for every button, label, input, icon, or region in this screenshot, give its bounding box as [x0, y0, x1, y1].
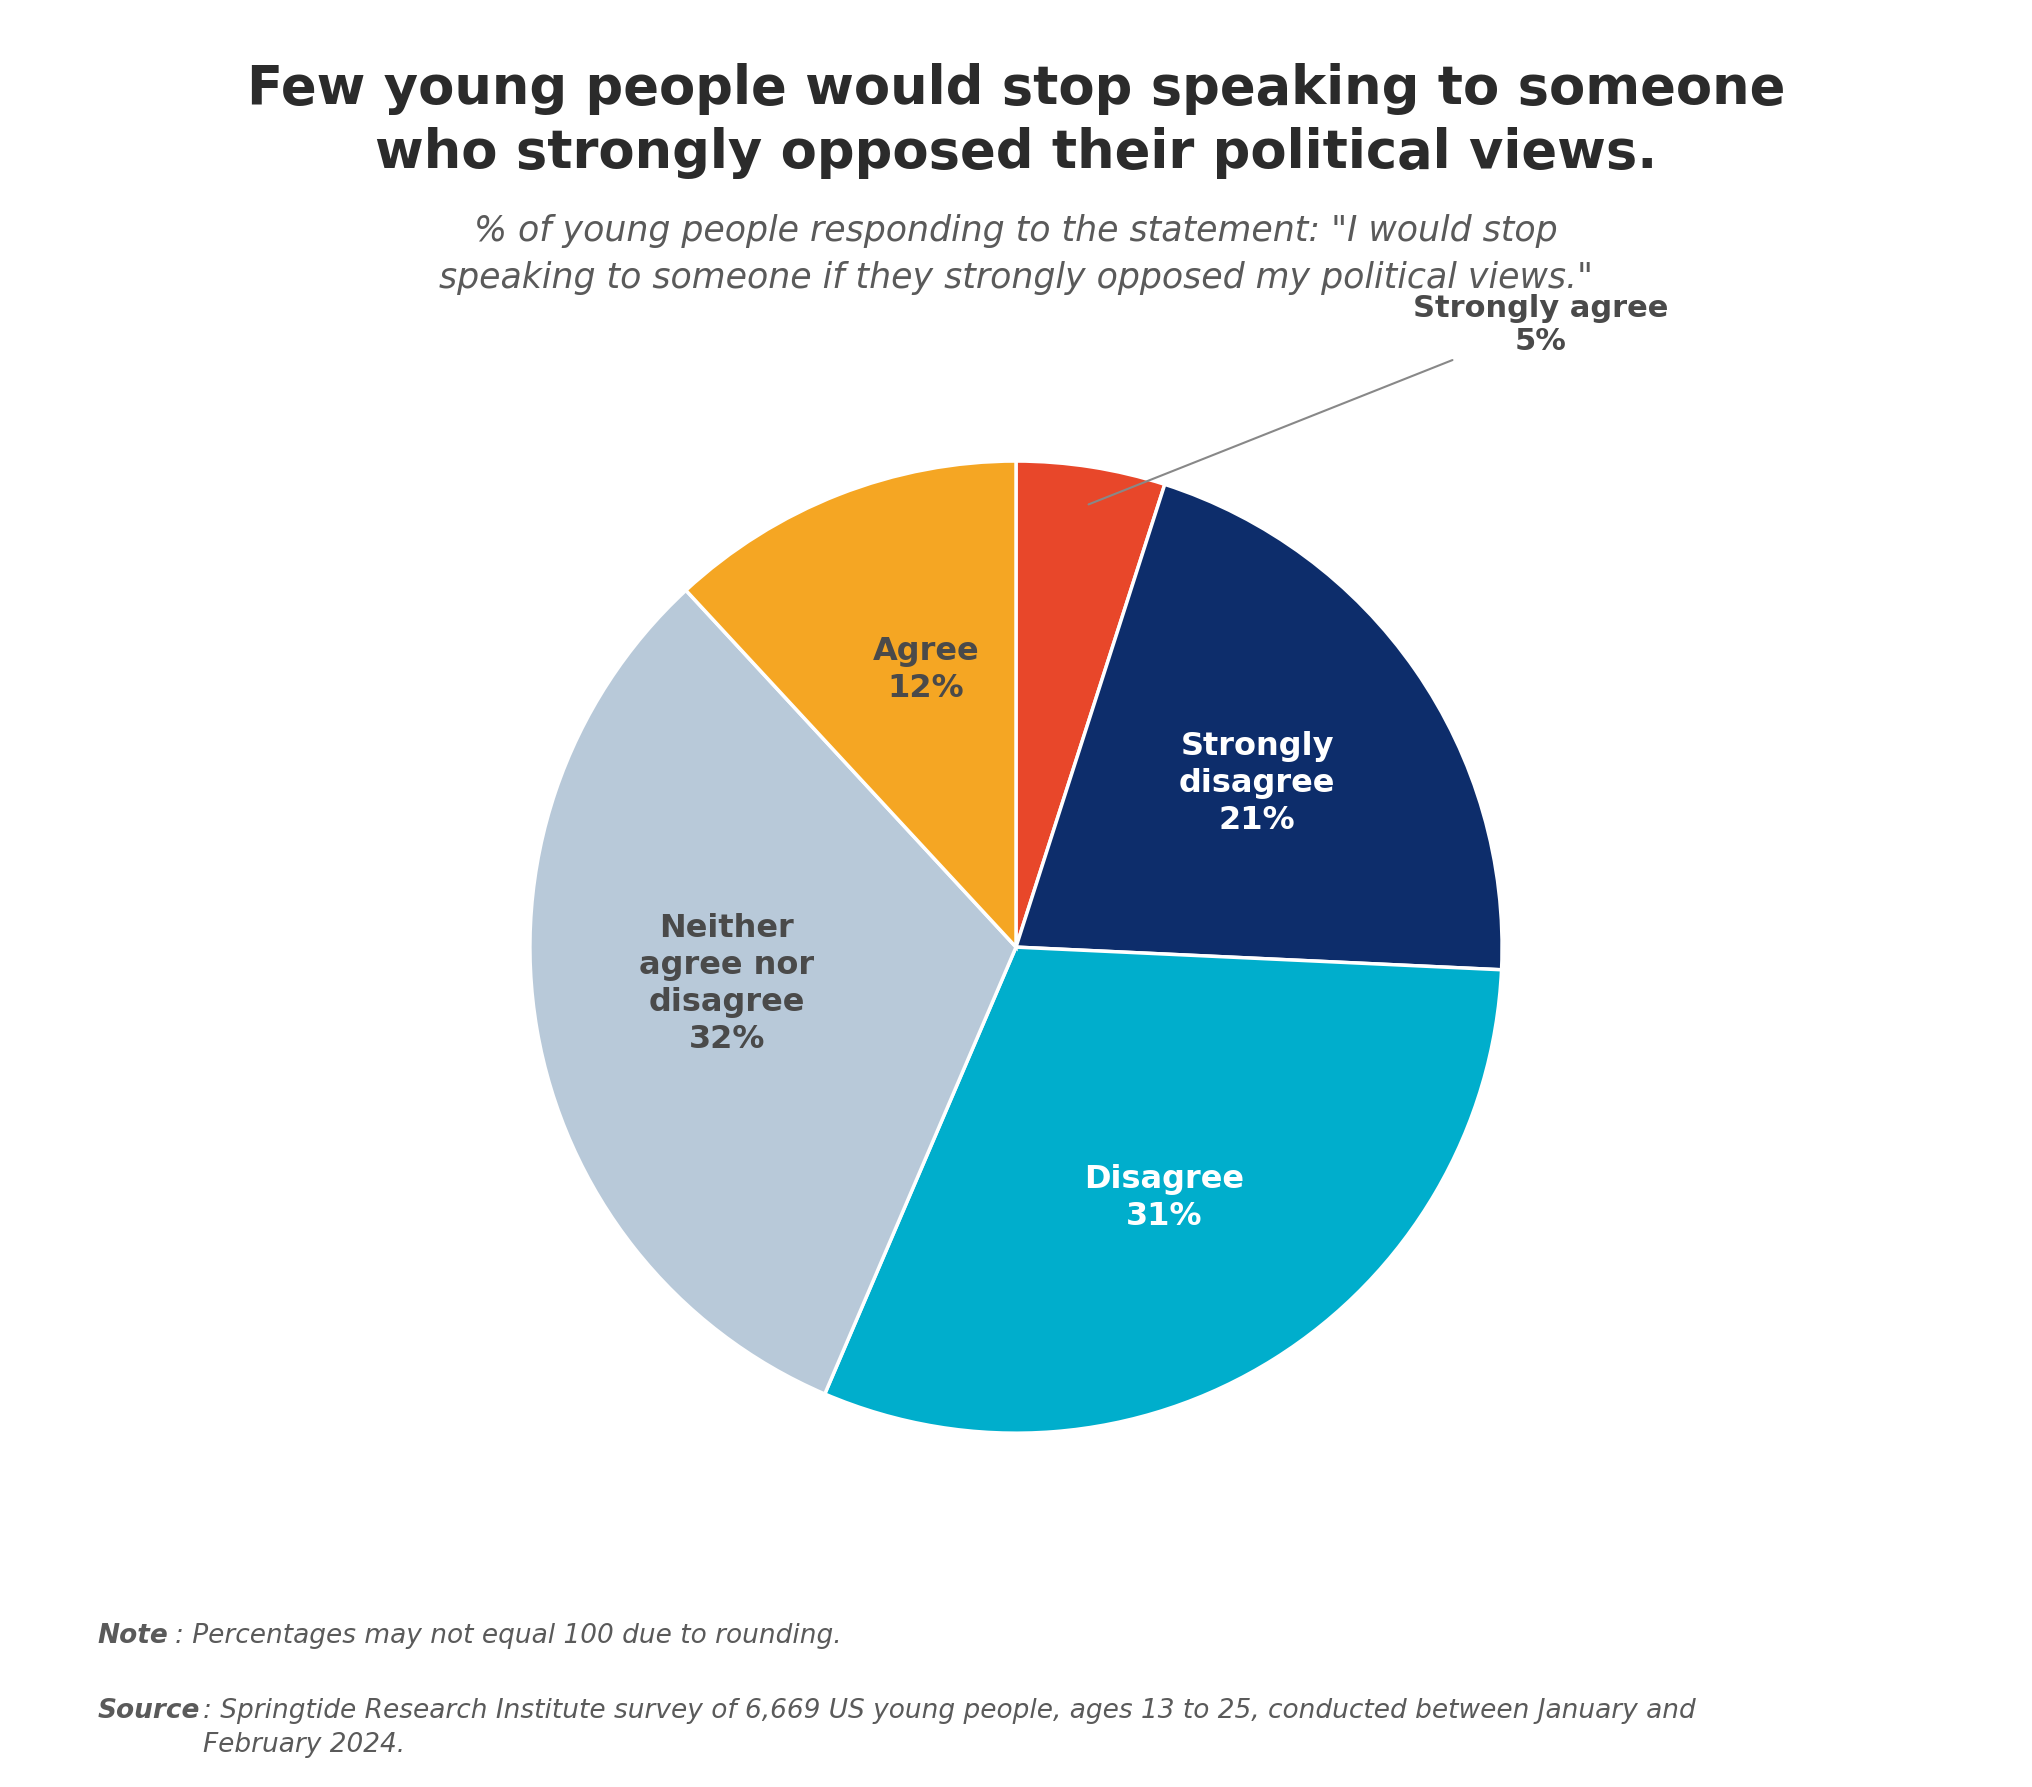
Wedge shape [530, 590, 1016, 1394]
Text: % of young people responding to the statement: "I would stop
speaking to someone: % of young people responding to the stat… [439, 214, 1593, 295]
Text: Agree
12%: Agree 12% [872, 636, 979, 704]
Text: : Percentages may not equal 100 due to rounding.: : Percentages may not equal 100 due to r… [175, 1623, 841, 1649]
Text: Source: Source [98, 1698, 199, 1724]
Text: Neither
agree nor
disagree
32%: Neither agree nor disagree 32% [640, 913, 815, 1054]
Text: Strongly
disagree
21%: Strongly disagree 21% [1179, 731, 1335, 836]
Text: Disagree
31%: Disagree 31% [1085, 1163, 1244, 1231]
Text: Strongly agree
5%: Strongly agree 5% [1089, 293, 1668, 504]
Wedge shape [1016, 484, 1502, 970]
Text: Note: Note [98, 1623, 169, 1649]
Text: Few young people would stop speaking to someone
who strongly opposed their polit: Few young people would stop speaking to … [246, 63, 1786, 179]
Wedge shape [687, 461, 1016, 947]
Wedge shape [1016, 461, 1164, 947]
Wedge shape [825, 947, 1502, 1433]
Text: : Springtide Research Institute survey of 6,669 US young people, ages 13 to 25, : : Springtide Research Institute survey o… [203, 1698, 1697, 1758]
